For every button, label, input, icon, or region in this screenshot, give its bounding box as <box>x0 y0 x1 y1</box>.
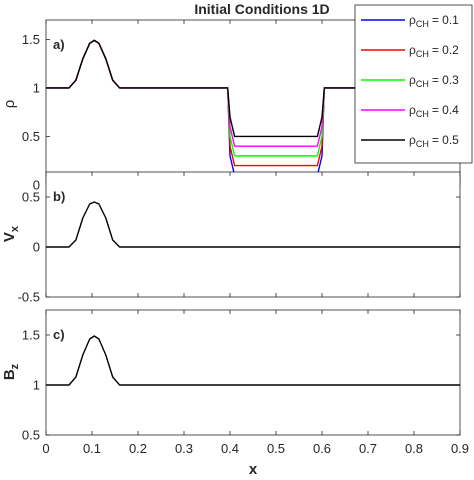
panel-b-ticks: -0.500.5 <box>18 172 461 305</box>
xtick-label: 0.7 <box>359 441 377 456</box>
ytick-label: 1.5 <box>22 328 40 343</box>
legend: ρCH = 0.1 ρCH = 0.2 ρCH = 0.3 ρCH = 0.4 ρCH = 0.5 <box>354 4 473 164</box>
xtick-label: 0 <box>42 441 49 456</box>
x-axis-label: x <box>249 461 258 478</box>
panel-c-series <box>46 335 460 386</box>
panel-c-letter: c) <box>53 327 65 342</box>
legend-label: ρCH = 0.5 <box>409 133 459 149</box>
panel-b-velocity: -0.500.5 b) Vx <box>1 171 461 305</box>
panel-a-ylabel: ρ <box>1 100 18 109</box>
panel-b-ylabel: Vx <box>1 225 21 242</box>
panel-c-magnetic-field: 0.511.5 c) Bz 0 0.1 0.2 0.3 0.4 0.5 0.6 0.7 0.8 0… <box>1 309 469 478</box>
series-line-a-5 <box>46 39 460 138</box>
ytick-label: 1.5 <box>22 32 40 47</box>
panel-a-letter: a) <box>53 37 65 52</box>
xtick-label: 0.1 <box>83 441 101 456</box>
ytick-label: 1 <box>33 80 40 95</box>
panel-a-series <box>46 39 460 176</box>
panel-c-ylabel: Bz <box>1 363 21 380</box>
ytick-label: 0.5 <box>22 428 40 443</box>
xtick-label: 0.5 <box>267 441 285 456</box>
panel-b-series <box>46 201 460 248</box>
xtick-label: 0.6 <box>313 441 331 456</box>
xtick-label: 0.9 <box>451 441 469 456</box>
ytick-label: -0.5 <box>18 290 40 305</box>
panel-c-axes-box <box>45 309 461 436</box>
x-axis-ticks: 0 0.1 0.2 0.3 0.4 0.5 0.6 0.7 0.8 0.9 <box>42 441 469 456</box>
legend-label: ρCH = 0.4 <box>409 103 459 119</box>
legend-label: ρCH = 0.3 <box>409 73 459 89</box>
ytick-label: 0.5 <box>22 190 40 205</box>
panel-c-ticks: 0.5 1 1.5 <box>22 310 461 443</box>
ytick-label: 1 <box>33 378 40 393</box>
ytick-label: 0.5 <box>22 129 40 144</box>
ytick-label: 0 <box>33 240 40 255</box>
series-line-b-1 <box>46 201 460 248</box>
xtick-label: 0.3 <box>175 441 193 456</box>
panel-b-letter: b) <box>53 189 65 204</box>
panel-b-axes-box <box>45 171 461 298</box>
xtick-label: 0.2 <box>129 441 147 456</box>
ytick-label: 0 <box>33 178 40 193</box>
legend-label: ρCH = 0.1 <box>409 13 459 29</box>
xtick-label: 0.4 <box>221 441 239 456</box>
chart-title: Initial Conditions 1D <box>194 1 329 17</box>
legend-label: ρCH = 0.2 <box>409 43 459 59</box>
series-line-c-1 <box>46 335 460 386</box>
xtick-label: 0.8 <box>405 441 423 456</box>
legend-box <box>354 4 473 164</box>
